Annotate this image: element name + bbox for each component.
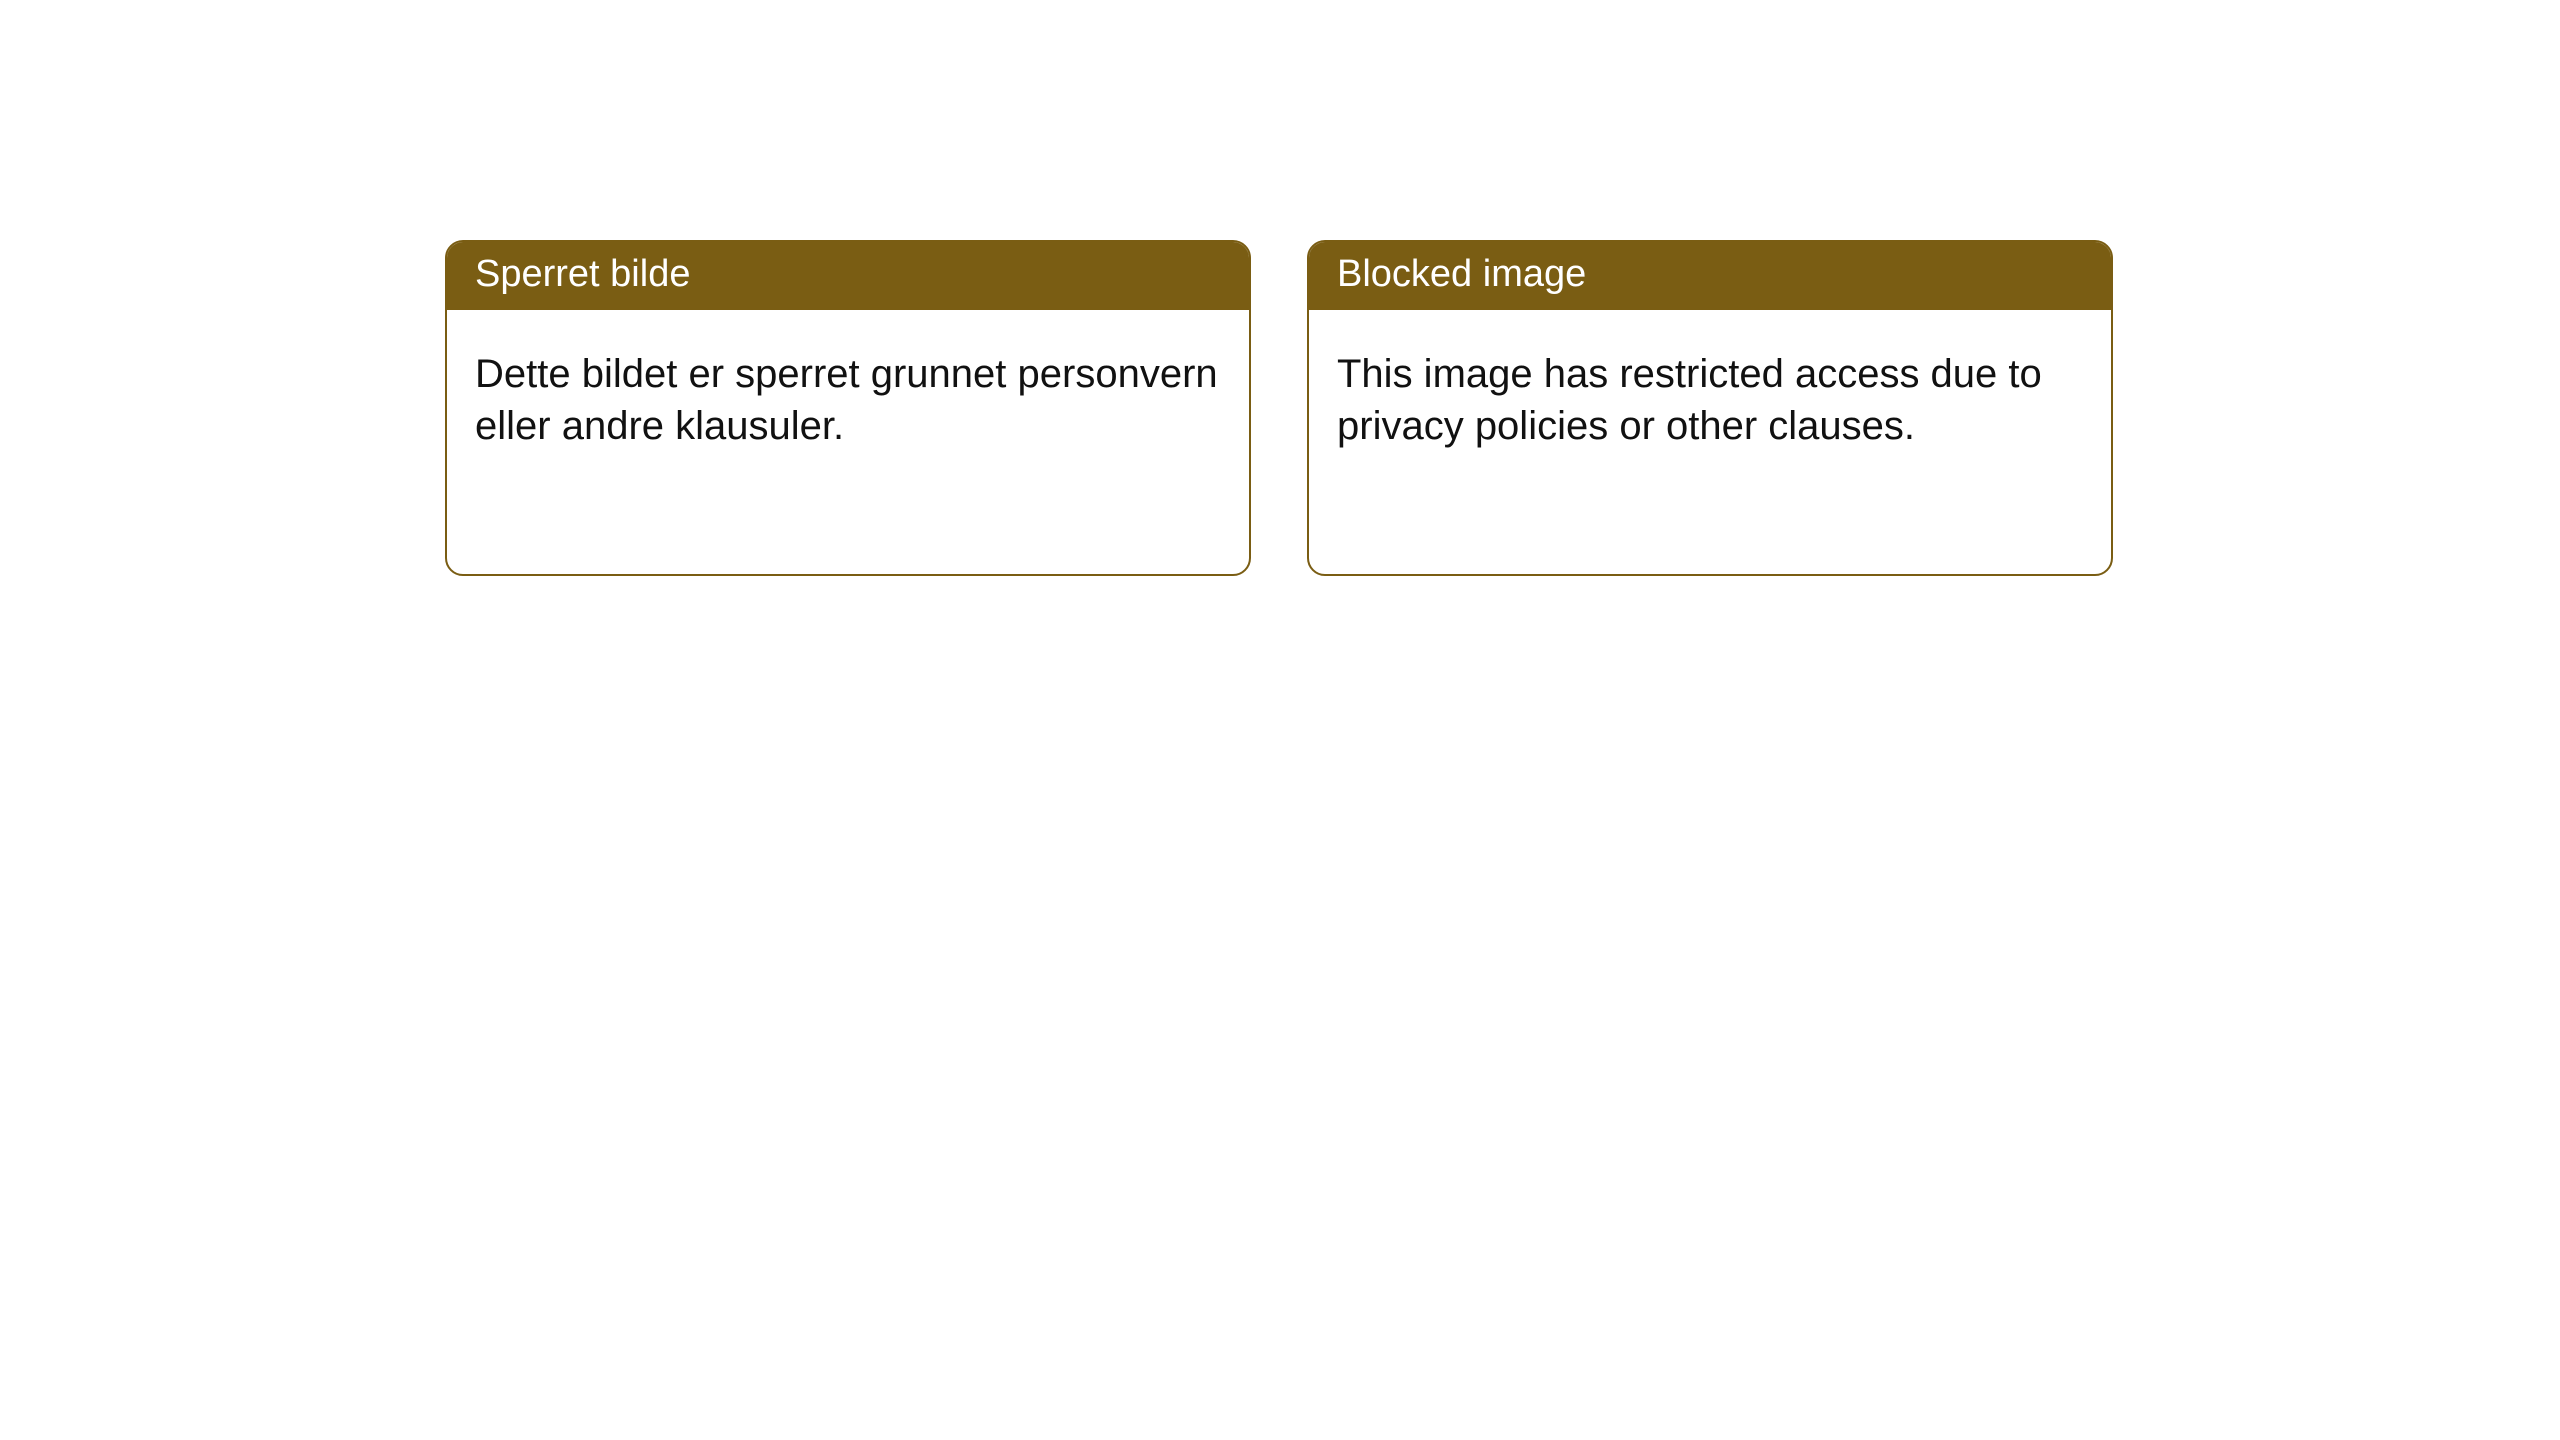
card-title: Blocked image (1309, 242, 2111, 310)
card-body: This image has restricted access due to … (1309, 310, 2111, 482)
card-body: Dette bildet er sperret grunnet personve… (447, 310, 1249, 482)
card-title: Sperret bilde (447, 242, 1249, 310)
cards-container: Sperret bilde Dette bildet er sperret gr… (0, 0, 2560, 576)
blocked-image-card-no: Sperret bilde Dette bildet er sperret gr… (445, 240, 1251, 576)
blocked-image-card-en: Blocked image This image has restricted … (1307, 240, 2113, 576)
